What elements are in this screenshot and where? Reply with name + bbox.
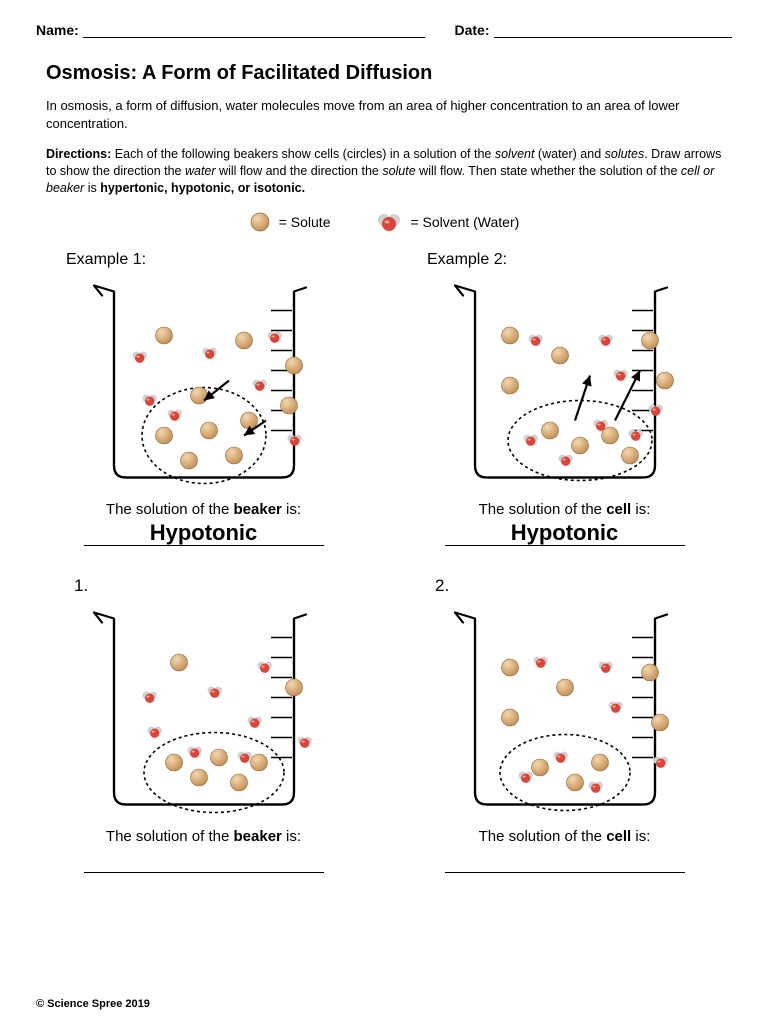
beaker [74, 600, 334, 820]
date-label: Date: [455, 22, 490, 38]
legend-solute: = Solute [249, 211, 331, 233]
answer-line[interactable] [445, 847, 685, 873]
panel-label: Example 1: [66, 251, 146, 269]
legend-solvent: = Solvent (Water) [376, 211, 519, 233]
beaker [435, 600, 695, 820]
caption: The solution of the cell is: [479, 501, 651, 518]
header-fields: Name: Date: [36, 22, 732, 38]
name-blank[interactable] [83, 24, 425, 38]
intro-text: In osmosis, a form of diffusion, water m… [46, 97, 722, 132]
answer-line[interactable] [84, 847, 324, 873]
beaker-grid: Example 1: [36, 251, 732, 873]
panel-label: 1. [74, 576, 88, 596]
answer-line[interactable]: Hypotonic [84, 520, 324, 546]
name-label: Name: [36, 22, 79, 38]
panel-3: 2. [407, 576, 722, 873]
panel-label: 2. [435, 576, 449, 596]
caption: The solution of the beaker is: [106, 828, 301, 845]
caption: The solution of the cell is: [479, 828, 651, 845]
answer-line[interactable]: Hypotonic [445, 520, 685, 546]
footer-copyright: © Science Spree 2019 [36, 998, 150, 1010]
date-field: Date: [455, 22, 733, 38]
solvent-icon [376, 211, 402, 233]
panel-label: Example 2: [427, 251, 507, 269]
name-field: Name: [36, 22, 425, 38]
directions-body: Each of the following beakers show cells… [46, 147, 721, 195]
panel-2: 1. [46, 576, 361, 873]
beaker [435, 273, 695, 493]
directions-text: Directions: Each of the following beaker… [46, 146, 722, 197]
beaker [74, 273, 334, 493]
solute-icon [249, 211, 271, 233]
legend: = Solute = Solvent (Water) [36, 211, 732, 233]
caption: The solution of the beaker is: [106, 501, 301, 518]
page-title: Osmosis: A Form of Facilitated Diffusion [46, 62, 732, 85]
date-blank[interactable] [494, 24, 732, 38]
panel-1: Example 2: [407, 251, 722, 546]
panel-0: Example 1: [46, 251, 361, 546]
directions-label: Directions: [46, 147, 111, 161]
